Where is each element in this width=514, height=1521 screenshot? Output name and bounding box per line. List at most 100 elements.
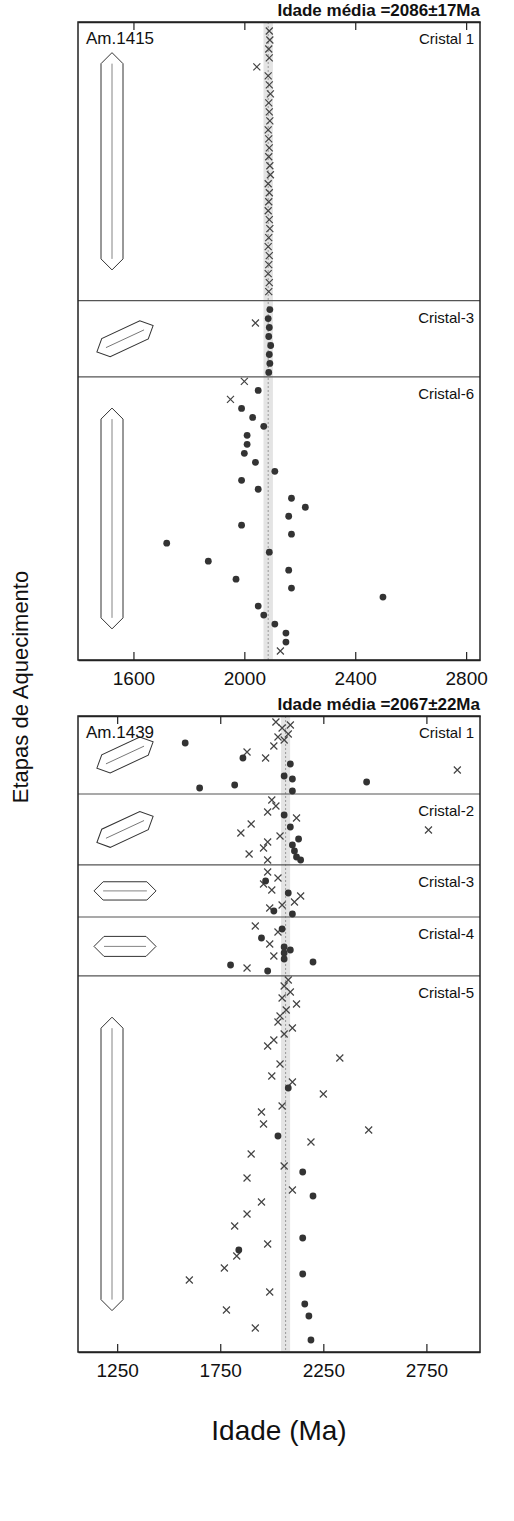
tick: 2000 xyxy=(224,652,266,689)
point-x xyxy=(293,1001,300,1008)
point-x xyxy=(266,1289,273,1296)
crystal-edge xyxy=(112,1028,113,1299)
tick-mark xyxy=(323,1344,324,1352)
point-circle xyxy=(244,432,251,439)
tick-label: 2000 xyxy=(224,668,266,689)
point-circle xyxy=(238,477,245,484)
crystal-icon xyxy=(101,1017,123,1310)
point-x xyxy=(252,1325,259,1332)
point-circle xyxy=(291,848,298,855)
point-x xyxy=(277,648,284,655)
point-x xyxy=(265,45,272,52)
point-x xyxy=(266,108,273,115)
point-x xyxy=(289,1079,296,1086)
point-x xyxy=(231,1223,238,1230)
point-x xyxy=(186,1277,193,1284)
point-circle xyxy=(363,779,370,786)
point-x xyxy=(267,171,274,178)
point-x xyxy=(244,1211,251,1218)
group-separator xyxy=(78,793,480,794)
tick-label: 2750 xyxy=(406,1360,448,1381)
axis-line xyxy=(79,716,481,718)
tick-label: 1250 xyxy=(97,1360,139,1381)
point-circle xyxy=(265,333,272,340)
point-x xyxy=(293,815,300,822)
crystal-icon xyxy=(101,408,123,629)
tick: 2400 xyxy=(335,652,377,689)
point-circle xyxy=(299,1271,306,1278)
point-circle xyxy=(244,441,251,448)
point-circle xyxy=(231,782,238,789)
point-x xyxy=(221,1265,228,1272)
series xyxy=(227,27,284,654)
tick xyxy=(466,22,467,30)
axis-line xyxy=(79,22,481,24)
point-x xyxy=(265,126,272,133)
point-x xyxy=(241,378,248,385)
point-x xyxy=(289,1025,296,1032)
tick-mark xyxy=(426,716,427,724)
point-x xyxy=(260,1121,267,1128)
point-circle xyxy=(289,776,296,783)
point-x xyxy=(265,207,272,214)
point-x xyxy=(270,1037,277,1044)
point-circle xyxy=(260,612,267,619)
point-circle xyxy=(249,414,256,421)
point-x xyxy=(266,279,273,286)
point-x xyxy=(252,320,259,327)
tick: 1250 xyxy=(97,1344,139,1381)
point-x xyxy=(265,72,272,79)
point-circle xyxy=(287,761,294,768)
point-x xyxy=(297,893,304,900)
group-label: Cristal-3 xyxy=(418,309,474,326)
group-separator xyxy=(78,916,480,917)
tick-mark xyxy=(220,1344,221,1352)
point-x xyxy=(279,1103,286,1110)
tick-mark xyxy=(133,652,134,660)
point-x xyxy=(265,234,272,241)
point-circle xyxy=(281,773,288,780)
point-circle xyxy=(285,567,292,574)
point-circle xyxy=(288,531,295,538)
tick xyxy=(220,716,221,724)
point-x xyxy=(336,1055,343,1062)
point-x xyxy=(227,396,234,403)
point-circle xyxy=(287,947,294,954)
crystal-outline xyxy=(101,53,123,270)
tick-label: 1600 xyxy=(113,668,155,689)
point-x xyxy=(320,1091,327,1098)
point-x xyxy=(264,809,271,816)
point-x xyxy=(268,887,275,894)
point-x xyxy=(287,722,294,729)
point-circle xyxy=(285,513,292,520)
point-x xyxy=(281,1031,288,1038)
point-x xyxy=(233,1253,240,1260)
point-x xyxy=(223,1307,230,1314)
point-circle xyxy=(305,1313,312,1320)
crystal-icon xyxy=(94,882,156,900)
axis-line xyxy=(79,1352,481,1354)
point-x xyxy=(266,252,273,259)
point-circle xyxy=(238,405,245,412)
point-x xyxy=(265,288,272,295)
tick-mark xyxy=(117,1344,118,1352)
point-circle xyxy=(302,504,309,511)
x-axis: 1600200024002800 xyxy=(79,652,488,689)
point-circle xyxy=(271,621,278,628)
point-circle xyxy=(310,1193,317,1200)
point-circle xyxy=(265,315,272,322)
point-x xyxy=(265,198,272,205)
point-x xyxy=(260,845,267,852)
crystal-edge xyxy=(112,64,113,259)
point-x xyxy=(258,1199,265,1206)
panel: 1250175022502750Idade média =2067±22MaAm… xyxy=(78,695,481,1381)
point-x xyxy=(265,153,272,160)
tick-mark xyxy=(355,652,356,660)
point-x xyxy=(244,749,251,756)
point-circle xyxy=(281,950,288,957)
point-circle xyxy=(238,522,245,529)
point-x xyxy=(279,725,286,732)
group-separator xyxy=(78,864,480,865)
point-x xyxy=(248,821,255,828)
point-circle xyxy=(258,935,265,942)
